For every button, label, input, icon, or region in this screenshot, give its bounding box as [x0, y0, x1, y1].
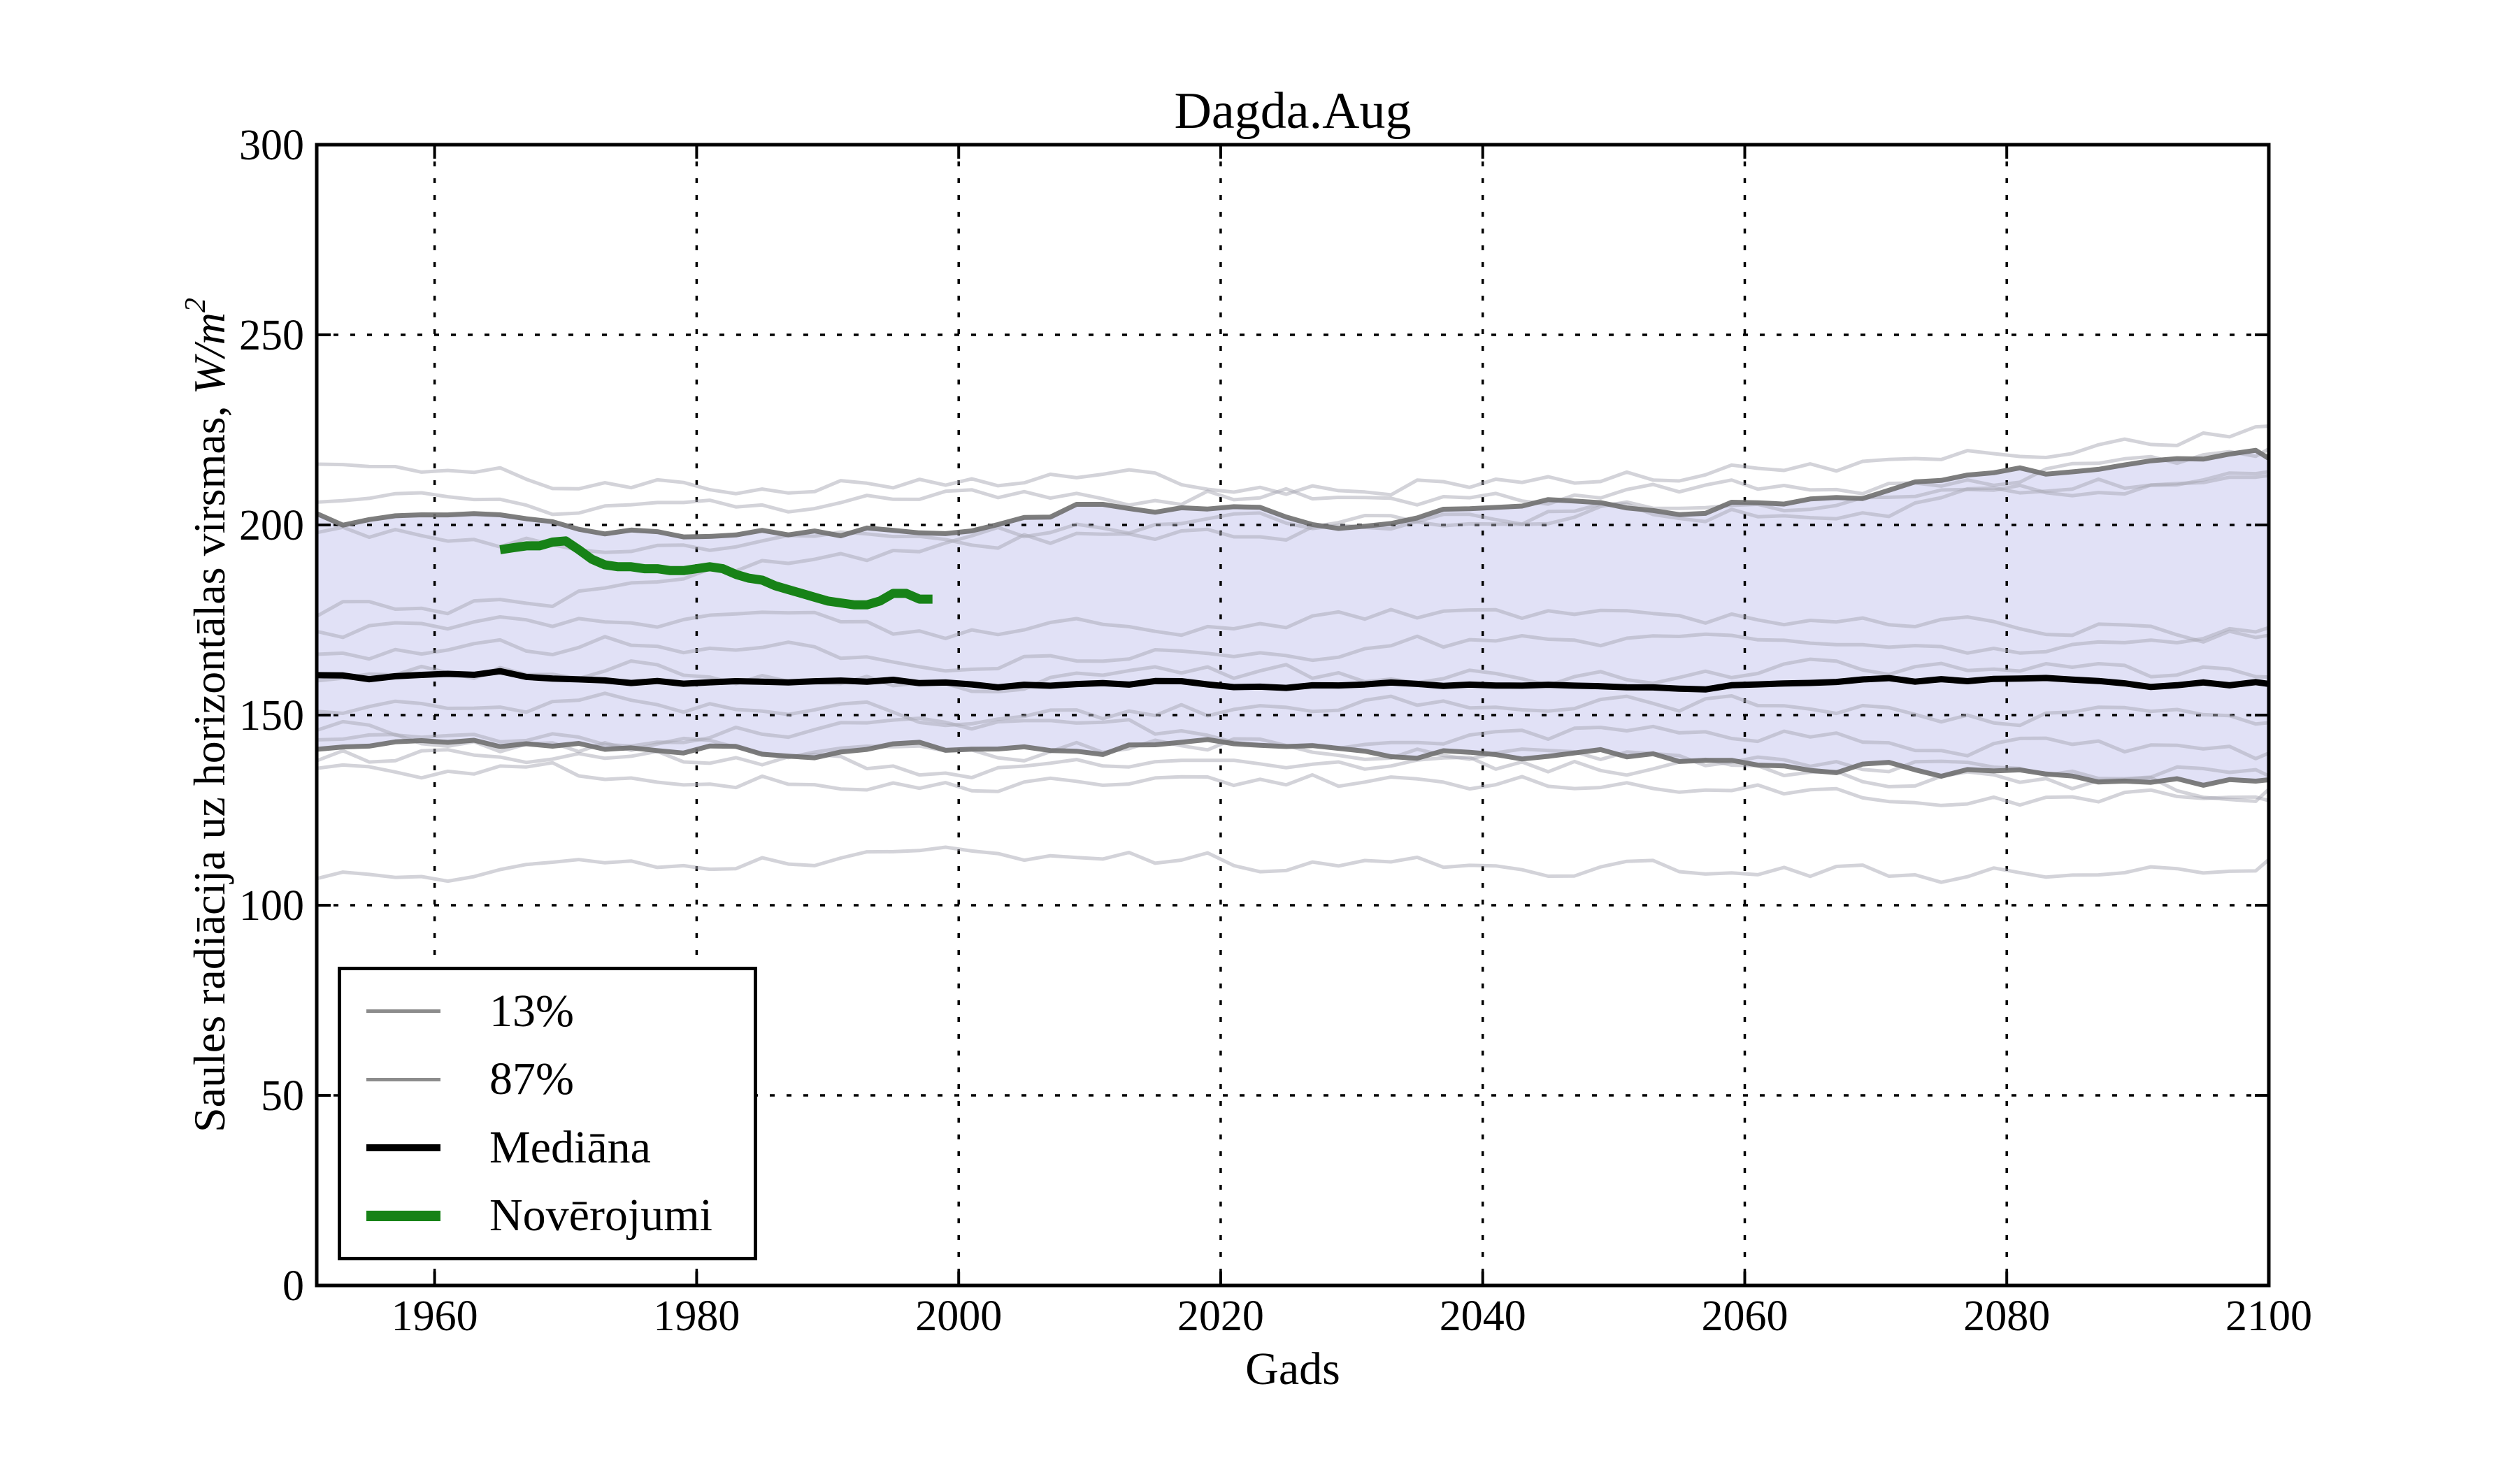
y-tick-label: 50: [261, 1072, 304, 1120]
x-tick-label: 2060: [1702, 1292, 1788, 1340]
ensemble-line: [316, 447, 2270, 517]
y-tick-label: 100: [239, 882, 304, 930]
legend-label-13pct: 13%: [489, 985, 574, 1037]
chart-title: Dagda.Aug: [1174, 82, 1412, 140]
y-axis-label-units-exponent: 2: [180, 298, 212, 313]
ensemble-lines: [315, 424, 2270, 884]
legend-item-noverojumi: Novērojumi: [341, 1191, 754, 1240]
ensemble-line: [316, 626, 2269, 673]
ensemble-line: [316, 424, 2269, 497]
x-tick-label: 2080: [1963, 1292, 2050, 1340]
ensemble-line: [316, 761, 2269, 807]
ensemble-line: [316, 845, 2270, 884]
y-tick-labels: 0 50 100 150 200 250 300: [239, 122, 304, 1310]
y-axis-label: Saules radiācija uz horizontālas virsmas…: [168, 0, 234, 1484]
y-tick-label: 250: [239, 312, 304, 359]
median-line: [316, 668, 2269, 693]
legend-line-sample-mediana: [366, 1144, 440, 1151]
y-axis-label-text: Saules radiācija uz horizontālas virsmas…: [185, 394, 234, 1132]
legend-line-sample-13pct: [366, 1009, 440, 1014]
legend-item-mediana: Mediāna: [341, 1123, 754, 1172]
y-tick-label: 150: [239, 692, 304, 740]
y-axis-label-units: W/m: [185, 312, 234, 395]
x-tick-label: 1980: [653, 1292, 740, 1340]
percentile-line-87: [315, 447, 2270, 540]
ensemble-line: [315, 470, 2269, 618]
observations-line: [499, 536, 933, 610]
y-tick-label: 0: [282, 1262, 304, 1310]
legend-item-87pct: 87%: [341, 1055, 754, 1104]
ensemble-line: [316, 607, 2269, 644]
legend-label-87pct: 87%: [489, 1053, 574, 1105]
legend-item-13pct: 13%: [341, 985, 754, 1037]
x-tick-label: 2100: [2225, 1292, 2312, 1340]
tick-marks: [317, 143, 2270, 1287]
ensemble-line: [316, 657, 2269, 693]
legend-label-mediana: Mediāna: [489, 1121, 651, 1173]
x-tick-label: 1960: [392, 1292, 478, 1340]
x-tick-label: 2020: [1177, 1292, 1264, 1340]
legend-line-sample-noverojumi: [366, 1210, 440, 1221]
y-tick-label: 300: [239, 122, 304, 169]
y-tick-label: 200: [239, 502, 304, 549]
legend-label-noverojumi: Novērojumi: [489, 1190, 712, 1241]
x-tick-label: 2000: [915, 1292, 1002, 1340]
x-tick-labels: 1960 1980 2000 2020 2040 2060 2080 2100: [392, 1292, 2312, 1340]
x-axis-label: Gads: [1245, 1343, 1340, 1395]
ensemble-line: [316, 691, 2269, 728]
legend-line-sample-87pct: [366, 1077, 440, 1081]
x-tick-label: 2040: [1440, 1292, 1526, 1340]
ensemble-line: [316, 473, 2269, 554]
percentile-line-13: [316, 737, 2269, 788]
legend: 13% 87% Mediāna Novērojumi: [338, 967, 757, 1260]
